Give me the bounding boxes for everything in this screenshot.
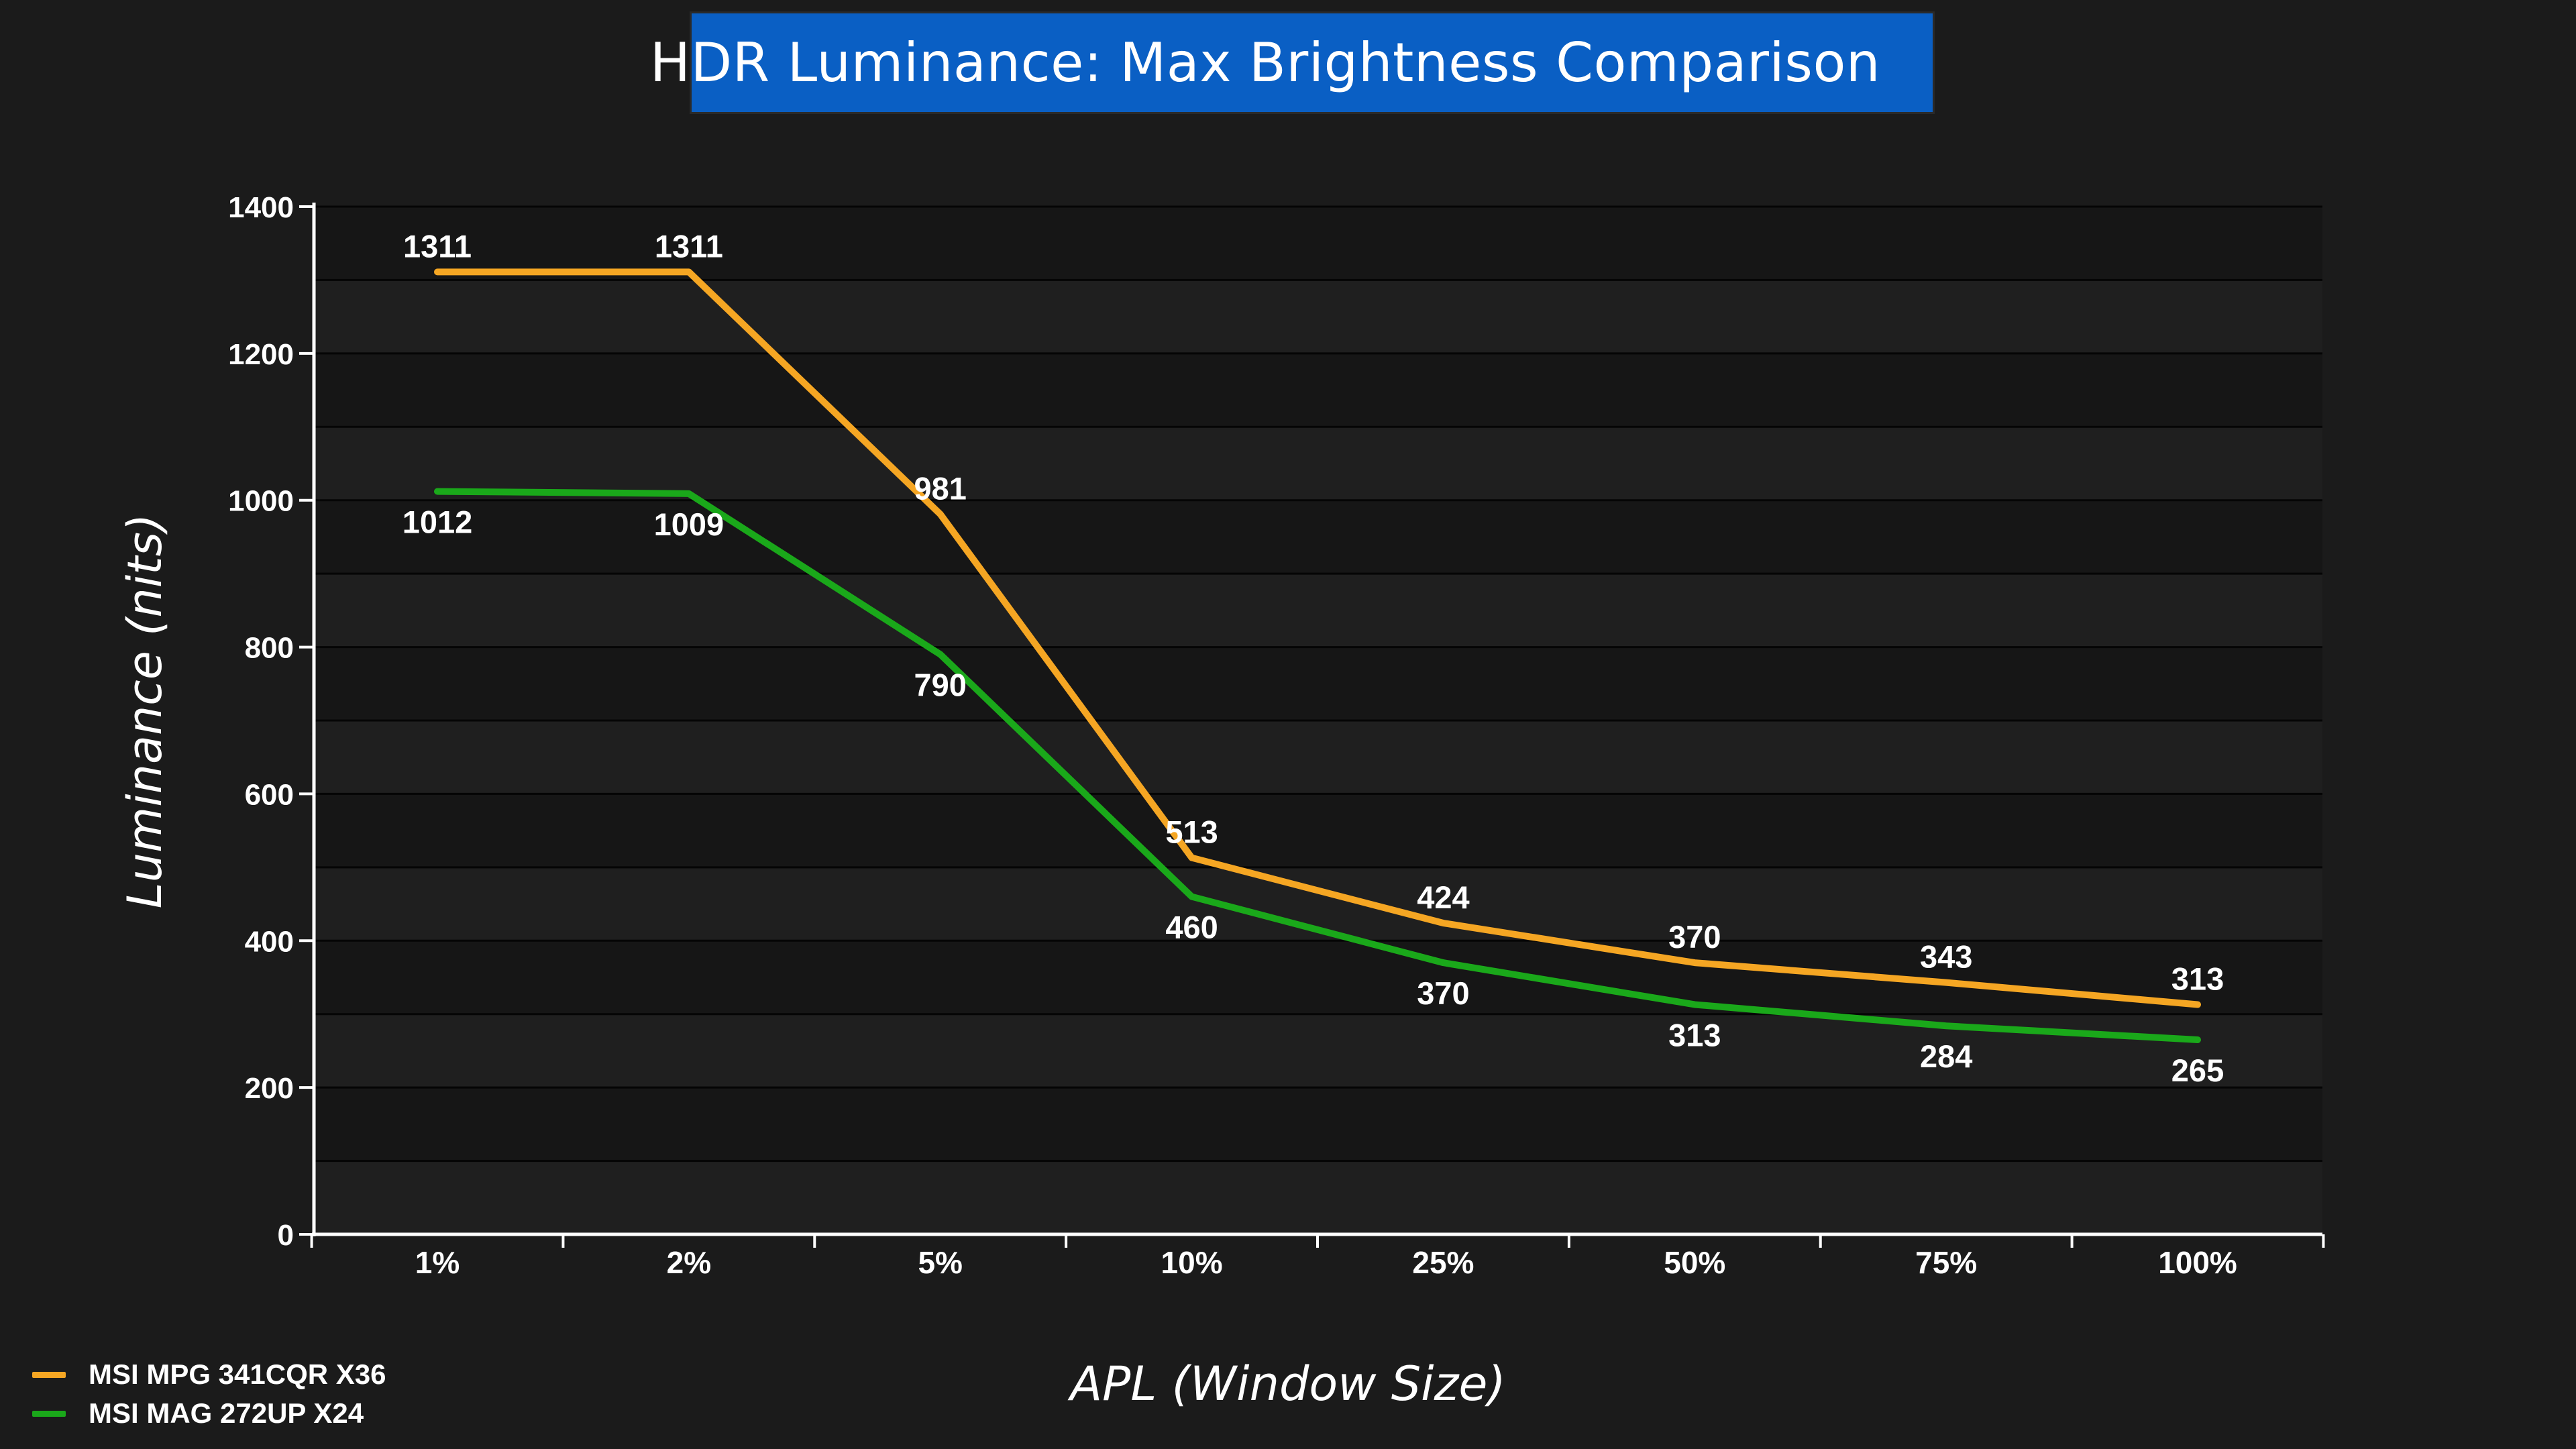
series-line-0	[434, 268, 2202, 1008]
grid-band	[314, 353, 2322, 427]
chart-title: HDR Luminance: Max Brightness Comparison	[649, 32, 1881, 94]
data-label: 370	[1417, 975, 1469, 1011]
grid-band	[314, 1161, 2322, 1234]
data-label: 460	[1165, 910, 1218, 945]
grid-band	[314, 280, 2322, 354]
grid-band	[314, 574, 2322, 647]
x-tick-label: 10%	[1161, 1245, 1223, 1280]
x-tick-label: 50%	[1664, 1245, 1725, 1280]
data-label: 513	[1165, 814, 1218, 850]
data-label: 1012	[402, 504, 473, 540]
data-label: 265	[2171, 1053, 2224, 1088]
series-line-1	[434, 488, 2202, 1044]
y-tick-label: 200	[245, 1072, 294, 1105]
y-tick-label: 800	[245, 632, 294, 665]
grid-band	[314, 500, 2322, 574]
data-label: 313	[1668, 1017, 1721, 1053]
legend-label-mpg: MSI MPG 341CQR X36	[89, 1358, 386, 1390]
grid-band	[314, 1087, 2322, 1161]
x-tick-label: 1%	[415, 1245, 460, 1280]
data-label: 284	[1920, 1038, 1972, 1074]
grid-band	[314, 794, 2322, 867]
data-label: 1009	[654, 506, 724, 542]
legend-swatch-mag	[32, 1410, 66, 1417]
grid-band	[314, 207, 2322, 280]
y-tick-label: 1000	[228, 485, 294, 518]
data-label: 790	[914, 667, 967, 703]
chart-title-box: HDR Luminance: Max Brightness Comparison	[650, 11, 1935, 114]
legend-item-mpg: MSI MPG 341CQR X36	[32, 1355, 386, 1394]
data-label: 313	[2171, 961, 2224, 996]
data-label: 1311	[403, 228, 472, 264]
grid-band	[314, 941, 2322, 1014]
legend-item-mag: MSI MAG 272UP X24	[32, 1394, 386, 1433]
grid-band	[314, 720, 2322, 794]
y-tick-label: 1400	[228, 191, 294, 224]
x-tick-label: 100%	[2158, 1245, 2237, 1280]
y-tick-label: 0	[278, 1219, 294, 1252]
data-label: 424	[1417, 879, 1469, 915]
y-tick-label: 1200	[228, 338, 294, 371]
legend-label-mag: MSI MAG 272UP X24	[89, 1397, 364, 1429]
grid-band	[314, 1014, 2322, 1088]
y-tick-label: 600	[245, 778, 294, 811]
grid-band	[314, 647, 2322, 720]
x-tick-label: 25%	[1412, 1245, 1474, 1280]
data-label: 343	[1920, 939, 1972, 975]
x-tick-label: 2%	[667, 1245, 711, 1280]
data-label: 370	[1668, 919, 1721, 955]
legend-swatch-mpg	[32, 1371, 66, 1378]
x-tick-label: 75%	[1915, 1245, 1977, 1280]
legend: MSI MPG 341CQR X36 MSI MAG 272UP X24	[32, 1355, 386, 1433]
y-axis-title: Luminance (nits)	[117, 514, 172, 909]
data-label: 981	[914, 471, 967, 506]
data-label: 1311	[655, 228, 723, 264]
grid-band	[314, 427, 2322, 500]
x-tick-label: 5%	[918, 1245, 962, 1280]
y-tick-label: 400	[245, 925, 294, 958]
x-axis-title: APL (Window Size)	[1067, 1356, 1505, 1411]
